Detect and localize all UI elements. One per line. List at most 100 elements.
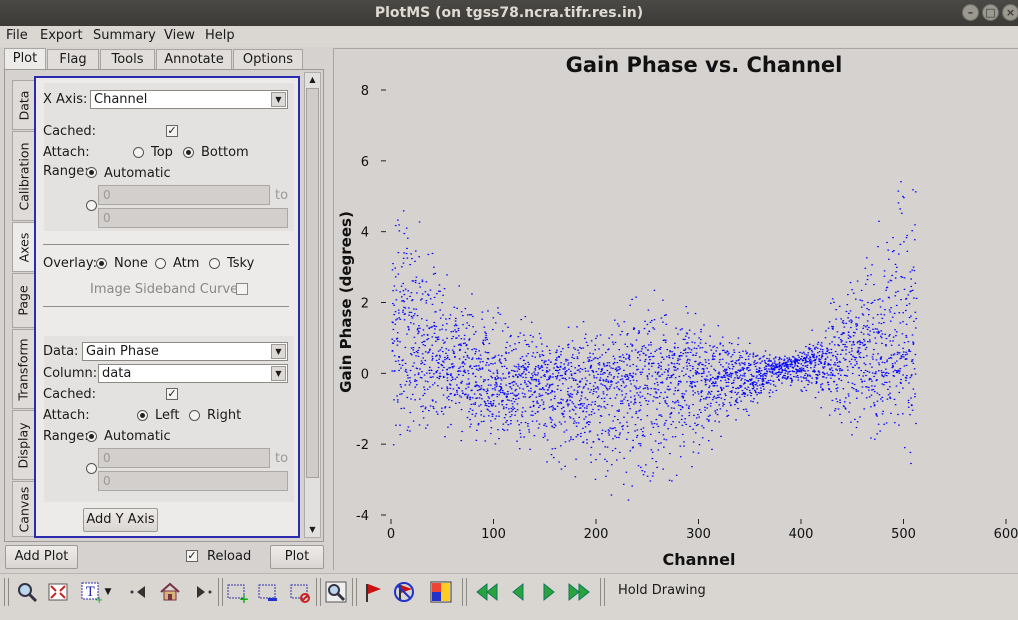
tab-plot[interactable]: Plot bbox=[4, 48, 46, 70]
menu-summary[interactable]: Summary bbox=[93, 28, 156, 43]
data-point bbox=[722, 349, 724, 352]
plot-canvas[interactable]: Gain Phase vs. Channel Channel Gain Phas… bbox=[333, 48, 1018, 570]
scroll-down-icon[interactable]: ▼ bbox=[309, 525, 316, 534]
pan-right-icon[interactable] bbox=[189, 579, 215, 605]
home-icon[interactable] bbox=[157, 579, 183, 605]
hold-drawing-button[interactable]: Hold Drawing bbox=[618, 583, 706, 598]
x-range-auto-radio[interactable] bbox=[86, 167, 97, 178]
data-point bbox=[631, 344, 634, 346]
y-range-manual-radio[interactable] bbox=[86, 463, 97, 474]
x-attach-top-radio[interactable] bbox=[133, 147, 144, 158]
data-point bbox=[414, 386, 417, 388]
data-point bbox=[464, 371, 467, 374]
x-range-min-field[interactable]: 0 bbox=[98, 185, 270, 205]
y-range-min-field[interactable]: 0 bbox=[98, 448, 270, 468]
data-point bbox=[471, 349, 473, 351]
overlay-tsky-radio[interactable] bbox=[209, 258, 220, 269]
image-sideband-checkbox[interactable] bbox=[236, 283, 248, 295]
menu-help[interactable]: Help bbox=[205, 28, 235, 43]
data-point bbox=[548, 385, 551, 387]
select-clear-icon[interactable] bbox=[287, 579, 313, 605]
add-plot-button[interactable]: Add Plot bbox=[5, 545, 78, 569]
overlay-none-radio[interactable] bbox=[96, 258, 107, 269]
tab-tools[interactable]: Tools bbox=[100, 49, 155, 69]
last-iteration-icon[interactable] bbox=[566, 579, 592, 605]
select-subtract-icon[interactable] bbox=[255, 579, 281, 605]
side-tab-calibration[interactable]: Calibration bbox=[12, 131, 34, 221]
y-attach-left-radio[interactable] bbox=[137, 410, 148, 421]
data-point bbox=[680, 381, 682, 383]
x-attach-bottom-radio[interactable] bbox=[183, 147, 194, 158]
flag-icon[interactable] bbox=[360, 579, 386, 605]
first-iteration-icon[interactable] bbox=[474, 579, 500, 605]
side-tab-page[interactable]: Page bbox=[12, 273, 34, 328]
menu-view[interactable]: View bbox=[164, 28, 195, 43]
x-axis-select[interactable]: Channel ▼ bbox=[90, 90, 288, 109]
overlay-atm-radio[interactable] bbox=[155, 258, 166, 269]
data-point bbox=[714, 420, 716, 422]
data-point bbox=[441, 387, 443, 389]
y-column-select[interactable]: data ▼ bbox=[98, 364, 288, 383]
data-point bbox=[425, 281, 428, 283]
select-add-icon[interactable]: + bbox=[224, 579, 250, 605]
y-cached-checkbox[interactable]: ✓ bbox=[166, 387, 178, 400]
data-point bbox=[527, 361, 529, 364]
unflag-icon[interactable] bbox=[391, 579, 417, 605]
next-iteration-icon[interactable] bbox=[536, 579, 562, 605]
data-point bbox=[863, 344, 866, 346]
plot-button[interactable]: Plot bbox=[270, 545, 324, 569]
tab-flag[interactable]: Flag bbox=[47, 49, 99, 69]
pan-left-icon[interactable] bbox=[127, 579, 153, 605]
side-tab-data[interactable]: Data bbox=[12, 80, 34, 130]
data-point bbox=[728, 373, 731, 376]
side-tab-axes[interactable]: Axes bbox=[12, 222, 34, 272]
data-point bbox=[483, 343, 485, 346]
tab-annotate[interactable]: Annotate bbox=[156, 49, 232, 69]
data-point bbox=[593, 377, 596, 379]
scroll-up-icon[interactable]: ▲ bbox=[309, 75, 316, 84]
menu-file[interactable]: File bbox=[6, 28, 28, 43]
minimize-icon[interactable]: – bbox=[962, 4, 979, 21]
data-point bbox=[820, 407, 822, 409]
chevron-down-icon[interactable]: ▼ bbox=[104, 587, 112, 597]
data-point bbox=[913, 368, 916, 370]
side-tab-display[interactable]: Display bbox=[12, 410, 34, 480]
x-cached-checkbox[interactable]: ✓ bbox=[166, 124, 178, 137]
locate-icon[interactable] bbox=[323, 579, 349, 605]
side-tab-canvas[interactable]: Canvas bbox=[12, 481, 34, 537]
y-range-max-field[interactable]: 0 bbox=[98, 471, 288, 491]
previous-iteration-icon[interactable] bbox=[505, 579, 531, 605]
flag-extend-icon[interactable] bbox=[428, 579, 454, 605]
close-icon[interactable]: × bbox=[1002, 4, 1018, 21]
data-point bbox=[892, 237, 894, 239]
data-point bbox=[600, 373, 602, 375]
data-point bbox=[847, 317, 849, 319]
data-point bbox=[802, 351, 805, 353]
menu-export[interactable]: Export bbox=[40, 28, 83, 43]
data-point bbox=[532, 404, 535, 406]
x-range-max-field[interactable]: 0 bbox=[98, 208, 288, 228]
y-attach-right-radio[interactable] bbox=[189, 410, 200, 421]
y-data-select[interactable]: Gain Phase ▼ bbox=[82, 342, 288, 361]
data-point bbox=[403, 293, 406, 296]
maximize-icon[interactable]: □ bbox=[982, 4, 999, 21]
x-range-manual-radio[interactable] bbox=[86, 200, 97, 211]
zoom-icon[interactable] bbox=[14, 579, 40, 605]
add-y-axis-button[interactable]: Add Y Axis bbox=[83, 508, 158, 532]
data-point bbox=[747, 355, 750, 357]
panel-scrollbar[interactable]: ▲ ▼ bbox=[304, 72, 321, 538]
data-point bbox=[679, 445, 682, 447]
tab-options[interactable]: Options bbox=[233, 49, 303, 69]
annotate-text-icon[interactable]: T + bbox=[78, 579, 104, 605]
side-tab-transform[interactable]: Transform bbox=[12, 329, 34, 409]
y-range-auto-radio[interactable] bbox=[86, 431, 97, 442]
data-point bbox=[670, 382, 672, 384]
data-point bbox=[662, 334, 665, 336]
zoom-fit-icon[interactable] bbox=[45, 579, 71, 605]
data-point bbox=[652, 426, 655, 428]
data-point bbox=[766, 382, 769, 384]
data-point bbox=[575, 458, 577, 460]
scrollbar-thumb[interactable] bbox=[306, 88, 319, 478]
data-point bbox=[873, 299, 876, 301]
reload-checkbox[interactable]: ✓ bbox=[186, 549, 198, 562]
